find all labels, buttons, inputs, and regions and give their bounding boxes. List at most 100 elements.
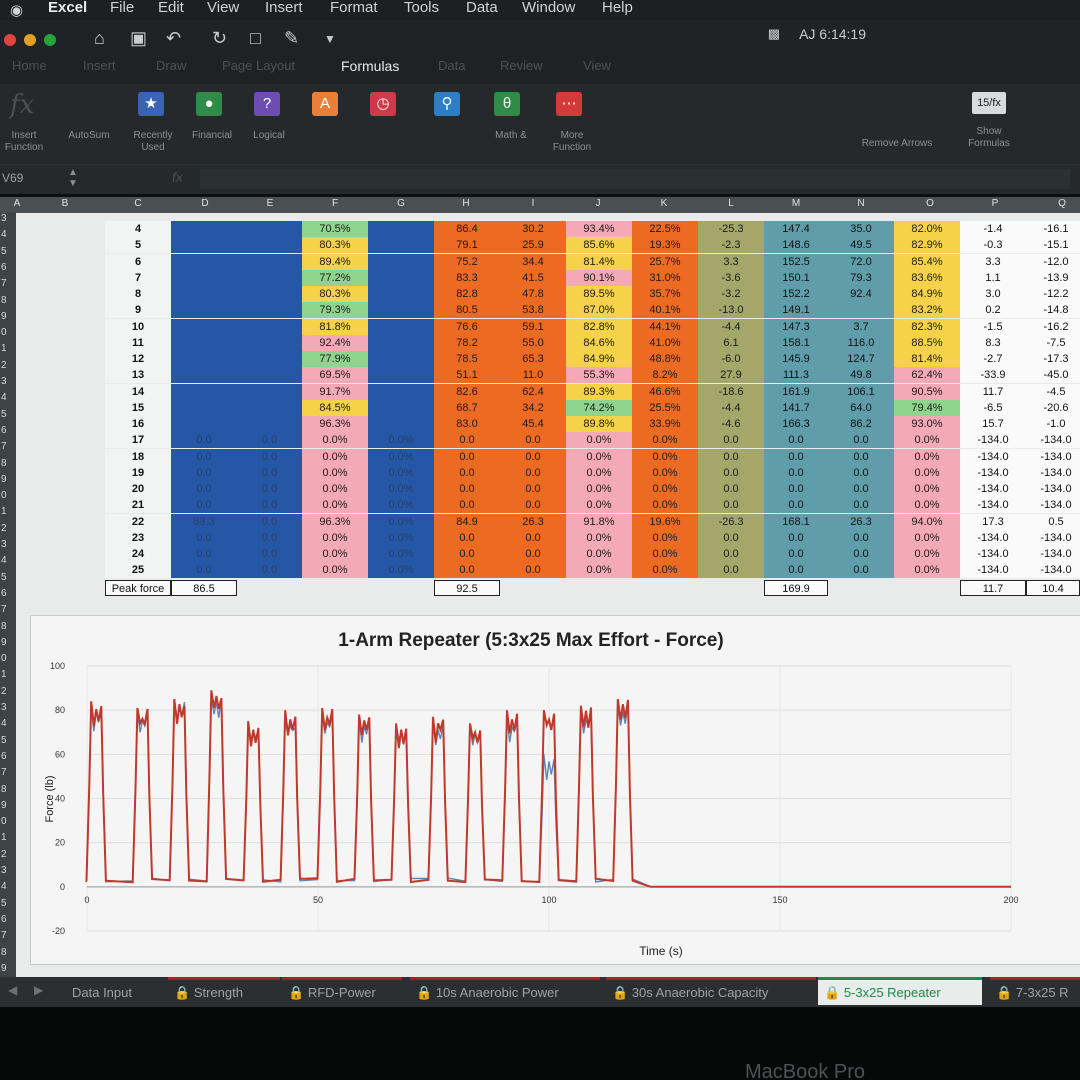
table-cell[interactable]: 0.0 (237, 432, 302, 449)
table-cell[interactable]: 81.4% (894, 351, 960, 367)
table-cell[interactable]: 147.3 (764, 318, 828, 335)
table-cell[interactable]: 87.0% (566, 302, 632, 319)
table-cell[interactable]: 83.3 (434, 269, 500, 286)
column-header[interactable]: L (728, 198, 734, 209)
table-cell[interactable]: 92.4% (302, 334, 368, 351)
row-header[interactable]: 6 (1, 424, 7, 436)
table-cell[interactable]: -4.4 (698, 399, 764, 416)
logical-icon[interactable]: ? (254, 92, 280, 116)
table-cell[interactable]: 1.1 (960, 269, 1026, 286)
table-cell[interactable]: -1.5 (960, 318, 1026, 335)
table-cell[interactable]: 25.9 (500, 237, 566, 254)
table-cell[interactable] (237, 399, 302, 416)
table-cell[interactable]: 0.0% (632, 546, 698, 562)
row-header[interactable]: 4 (1, 718, 7, 730)
table-cell[interactable]: -14.8 (1026, 302, 1080, 319)
table-cell[interactable]: -134.0 (960, 562, 1026, 579)
table-cell[interactable]: 20 (105, 481, 171, 497)
save-icon[interactable]: ▣ (130, 28, 148, 48)
table-cell[interactable]: 82.0% (894, 221, 960, 237)
table-cell[interactable] (368, 416, 434, 432)
row-header[interactable]: 7 (1, 604, 7, 616)
table-cell[interactable]: 79.4% (894, 399, 960, 416)
table-cell[interactable]: 41.5 (500, 269, 566, 286)
table-cell[interactable]: -13.0 (698, 302, 764, 319)
table-cell[interactable]: 148.6 (764, 237, 828, 254)
table-cell[interactable]: 34.2 (500, 399, 566, 416)
table-cell[interactable]: 0.0 (698, 432, 764, 449)
table-cell[interactable]: -12.0 (1026, 253, 1080, 270)
row-header[interactable]: 3 (1, 865, 7, 876)
table-cell[interactable]: -20.6 (1026, 399, 1080, 416)
tab-formulas[interactable]: Formulas (341, 58, 400, 74)
table-cell[interactable]: 3.3 (698, 253, 764, 270)
table-cell[interactable]: 0.0 (434, 464, 500, 481)
table-cell[interactable]: 0.0 (828, 448, 894, 465)
table-cell[interactable]: 147.4 (764, 221, 828, 237)
table-cell[interactable]: -18.6 (698, 383, 764, 400)
table-cell[interactable]: 0.0 (500, 448, 566, 465)
column-header[interactable]: D (201, 198, 209, 209)
table-cell[interactable]: -2.7 (960, 351, 1026, 367)
table-cell[interactable]: 88.5% (894, 334, 960, 351)
row-header[interactable]: 7 (1, 278, 7, 290)
table-cell[interactable] (171, 383, 237, 400)
table-cell[interactable] (171, 221, 237, 237)
table-cell[interactable]: 4 (105, 221, 171, 237)
row-header[interactable]: 3 (1, 376, 7, 387)
table-cell[interactable]: 15 (105, 399, 171, 416)
table-cell[interactable]: -3.6 (698, 269, 764, 286)
table-cell[interactable]: 141.7 (764, 399, 828, 416)
row-header[interactable]: 5 (1, 245, 7, 257)
row-header[interactable]: 0 (1, 653, 7, 665)
table-cell[interactable]: 41.0% (632, 334, 698, 351)
table-cell[interactable]: 0.0% (566, 529, 632, 546)
table-cell[interactable]: 8.2% (632, 367, 698, 384)
table-cell[interactable]: 0.0 (828, 562, 894, 579)
table-cell[interactable]: 81.4% (566, 253, 632, 270)
table-cell[interactable]: 0.0 (764, 432, 828, 449)
table-cell[interactable] (368, 237, 434, 254)
table-cell[interactable]: -134.0 (1026, 481, 1080, 497)
table-cell[interactable]: 69.5% (302, 367, 368, 384)
column-header[interactable]: B (61, 198, 69, 209)
table-cell[interactable]: 65.3 (500, 351, 566, 367)
table-cell[interactable]: 0.0 (698, 481, 764, 497)
table-cell[interactable]: 0.0% (566, 432, 632, 449)
table-cell[interactable]: 68.7 (434, 399, 500, 416)
fx-insert-function-icon[interactable]: fx (10, 90, 35, 120)
date-time-icon[interactable]: ◷ (370, 92, 396, 116)
table-cell[interactable]: 30.2 (500, 221, 566, 237)
table-cell[interactable]: 80.3% (302, 237, 368, 254)
table-cell[interactable]: -6.0 (698, 351, 764, 367)
table-cell[interactable]: 11.7 (960, 383, 1026, 400)
table-cell[interactable] (171, 286, 237, 302)
table-cell[interactable]: 92.4 (828, 286, 894, 302)
table-cell[interactable]: 0.0% (368, 448, 434, 465)
table-cell[interactable]: 0.0% (302, 497, 368, 514)
table-cell[interactable]: -13.9 (1026, 269, 1080, 286)
table-cell[interactable]: 0.0% (368, 546, 434, 562)
table-cell[interactable]: 49.5 (828, 237, 894, 254)
text-functions-icon[interactable]: A (312, 92, 338, 116)
redo-icon[interactable]: ↻ (212, 28, 228, 48)
table-cell[interactable]: 0.0 (434, 432, 500, 449)
table-cell[interactable] (171, 399, 237, 416)
table-cell[interactable]: 0.0 (171, 529, 237, 546)
table-cell[interactable]: 158.1 (764, 334, 828, 351)
table-cell[interactable]: -1.0 (1026, 416, 1080, 432)
table-cell[interactable]: 0.0% (566, 546, 632, 562)
tab-page-layout[interactable]: Page Layout (222, 58, 296, 73)
table-cell[interactable]: 0.0% (368, 464, 434, 481)
row-header[interactable]: 4 (1, 392, 7, 404)
table-cell[interactable]: -17.3 (1026, 351, 1080, 367)
table-cell[interactable]: 0.0 (237, 513, 302, 530)
table-cell[interactable]: 77.9% (302, 351, 368, 367)
table-cell[interactable] (237, 253, 302, 270)
table-cell[interactable]: 19.6% (632, 513, 698, 530)
table-cell[interactable]: 81.8% (302, 318, 368, 335)
table-cell[interactable]: 93.4% (566, 221, 632, 237)
table-cell[interactable]: 15.7 (960, 416, 1026, 432)
row-header[interactable]: 8 (1, 620, 7, 632)
row-header[interactable]: 0 (1, 490, 7, 502)
